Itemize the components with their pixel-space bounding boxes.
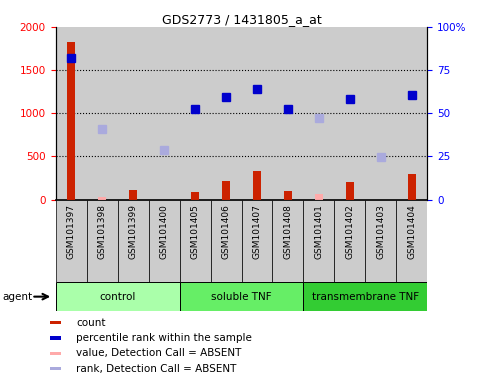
Bar xyxy=(366,27,397,200)
Bar xyxy=(67,43,75,200)
Text: GSM101408: GSM101408 xyxy=(284,204,293,259)
Text: transmembrane TNF: transmembrane TNF xyxy=(312,291,419,302)
Bar xyxy=(408,174,416,200)
Text: GSM101404: GSM101404 xyxy=(408,204,416,258)
Bar xyxy=(50,321,61,324)
Bar xyxy=(117,27,149,200)
Bar xyxy=(180,200,211,282)
Bar xyxy=(253,171,261,200)
Bar xyxy=(56,27,86,200)
Text: value, Detection Call = ABSENT: value, Detection Call = ABSENT xyxy=(76,348,242,358)
Bar xyxy=(191,192,199,200)
Bar xyxy=(242,27,272,200)
Bar xyxy=(397,27,427,200)
Text: control: control xyxy=(99,291,136,302)
Bar xyxy=(211,27,242,200)
Bar xyxy=(56,282,180,311)
Text: agent: agent xyxy=(2,291,32,302)
Text: GSM101402: GSM101402 xyxy=(345,204,355,258)
Bar xyxy=(284,191,292,200)
Text: percentile rank within the sample: percentile rank within the sample xyxy=(76,333,252,343)
Text: GSM101407: GSM101407 xyxy=(253,204,261,259)
Bar xyxy=(149,27,180,200)
Bar xyxy=(334,200,366,282)
Bar xyxy=(86,27,117,200)
Bar xyxy=(149,200,180,282)
Bar xyxy=(303,200,334,282)
Text: GSM101397: GSM101397 xyxy=(67,204,75,259)
Text: GSM101398: GSM101398 xyxy=(98,204,107,259)
Bar xyxy=(128,190,137,200)
Text: GSM101403: GSM101403 xyxy=(376,204,385,259)
Bar xyxy=(56,200,86,282)
Text: GSM101400: GSM101400 xyxy=(159,204,169,259)
Text: GSM101399: GSM101399 xyxy=(128,204,138,259)
Bar xyxy=(303,282,427,311)
Bar xyxy=(180,282,303,311)
Bar xyxy=(180,27,211,200)
Text: rank, Detection Call = ABSENT: rank, Detection Call = ABSENT xyxy=(76,364,237,374)
Text: GSM101401: GSM101401 xyxy=(314,204,324,259)
Bar xyxy=(303,27,334,200)
Bar xyxy=(334,27,366,200)
Text: count: count xyxy=(76,318,106,328)
Bar xyxy=(222,181,230,200)
Bar xyxy=(242,200,272,282)
Text: GSM101406: GSM101406 xyxy=(222,204,230,259)
Bar xyxy=(397,200,427,282)
Bar xyxy=(86,200,117,282)
Bar xyxy=(50,352,61,355)
Text: soluble TNF: soluble TNF xyxy=(211,291,272,302)
Bar xyxy=(366,200,397,282)
Bar xyxy=(272,200,303,282)
Bar xyxy=(211,200,242,282)
Bar xyxy=(272,27,303,200)
Bar xyxy=(314,194,323,200)
Bar xyxy=(98,197,106,200)
Title: GDS2773 / 1431805_a_at: GDS2773 / 1431805_a_at xyxy=(162,13,321,26)
Bar xyxy=(346,182,355,200)
Text: GSM101405: GSM101405 xyxy=(190,204,199,259)
Bar xyxy=(50,367,61,370)
Bar xyxy=(50,336,61,339)
Bar xyxy=(117,200,149,282)
